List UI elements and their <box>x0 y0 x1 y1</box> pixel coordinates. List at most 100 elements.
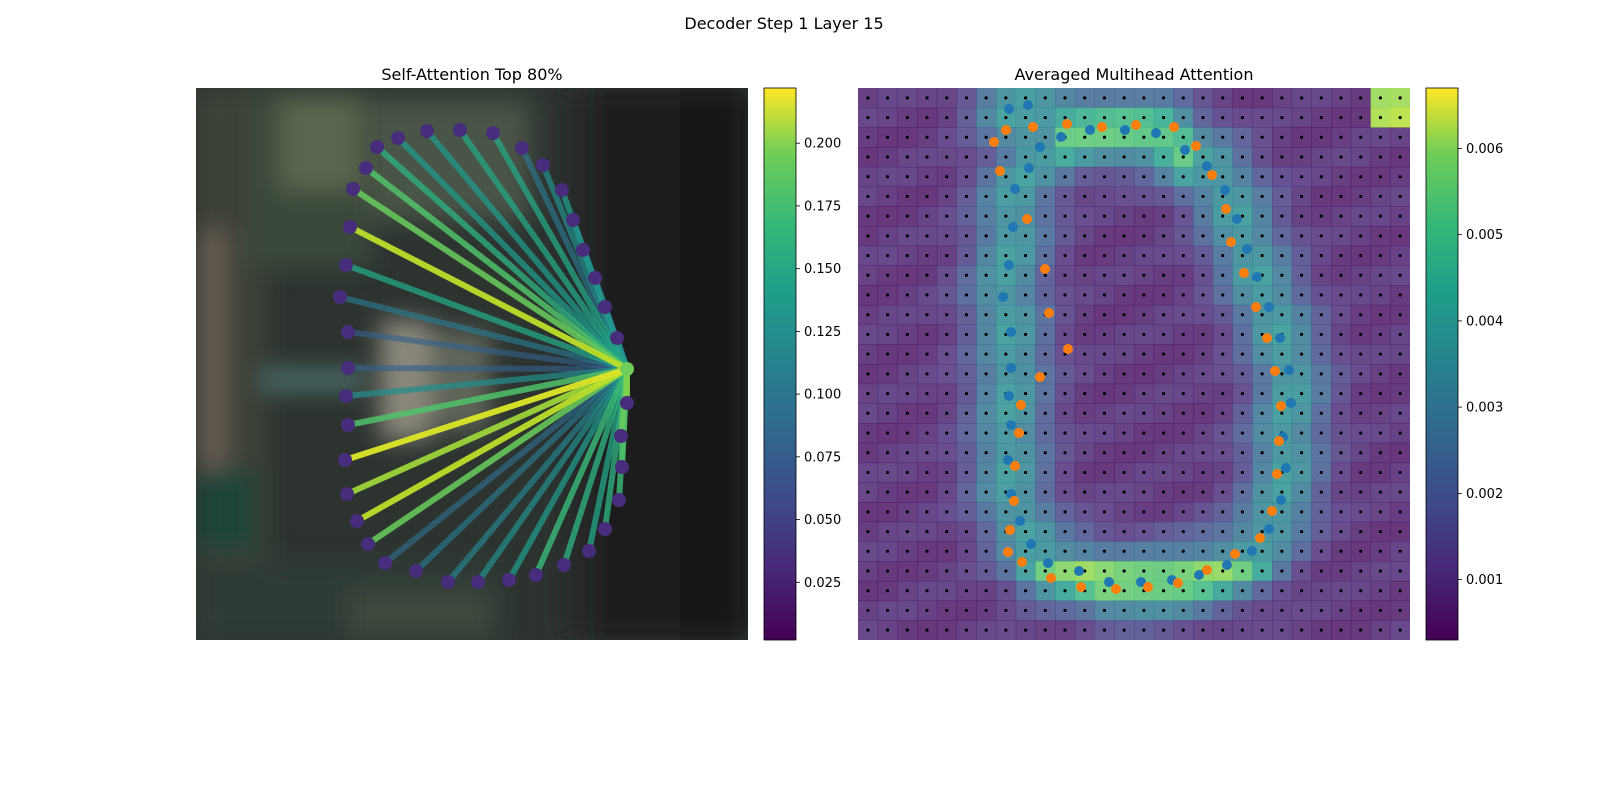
grid-dot <box>1063 293 1067 297</box>
grid-dot <box>1181 214 1185 218</box>
grid-dot <box>1043 628 1047 632</box>
grid-dot <box>1221 451 1225 455</box>
grid-dot <box>1122 352 1126 356</box>
orange-point <box>1226 237 1236 247</box>
attention-line <box>347 365 628 372</box>
grid-dot <box>1221 115 1225 120</box>
grid-dot <box>1181 135 1185 139</box>
orange-point <box>1035 372 1045 382</box>
grid-dot <box>1378 510 1383 514</box>
grid-dot <box>866 194 870 199</box>
grid-dot <box>1359 391 1363 396</box>
grid-dot <box>1181 253 1185 258</box>
grid-dot <box>905 155 909 159</box>
grid-dot <box>1023 372 1028 376</box>
colorbar-tick-label: 0.025 <box>804 576 841 591</box>
grid-dot <box>964 589 969 593</box>
grid-dot <box>945 451 949 455</box>
grid-dot <box>1142 155 1146 159</box>
grid-dot <box>1004 470 1008 475</box>
grid-dot <box>1398 96 1402 100</box>
grid-dot <box>885 352 890 356</box>
grid-dot <box>866 529 870 534</box>
grid-dot <box>1201 510 1205 514</box>
grid-dot <box>1023 628 1028 632</box>
grid-dot <box>1142 372 1146 376</box>
contour-point <box>453 123 467 137</box>
grid-dot <box>1181 273 1185 277</box>
grid-dot <box>1359 332 1363 337</box>
grid-dot <box>1004 372 1008 376</box>
blue-point <box>1247 546 1257 556</box>
grid-dot <box>1201 313 1205 317</box>
blue-point <box>1202 161 1212 171</box>
grid-dot <box>1142 529 1146 534</box>
grid-dot <box>1378 293 1383 297</box>
grid-dot <box>1023 313 1028 317</box>
grid-dot <box>1260 214 1264 218</box>
grid-dot <box>964 273 969 277</box>
grid-dot <box>1142 332 1146 337</box>
grid-dot <box>1221 253 1225 258</box>
contour-point <box>333 290 347 304</box>
grid-dot <box>1122 115 1126 120</box>
grid-dot <box>1142 411 1146 415</box>
colorbar-tick-label: 0.002 <box>1466 487 1503 502</box>
grid-dot <box>866 352 870 356</box>
grid-dot <box>1004 194 1008 199</box>
grid-dot <box>1083 194 1087 199</box>
contour-point <box>346 182 360 196</box>
grid-dot <box>1280 411 1284 415</box>
grid-dot <box>1122 589 1126 593</box>
grid-dot <box>1043 608 1047 613</box>
contour-point <box>370 140 384 154</box>
grid-dot <box>1083 490 1087 494</box>
orange-point <box>1040 264 1050 274</box>
orange-point <box>1207 170 1217 180</box>
grid-dot <box>1122 628 1126 632</box>
grid-dot <box>1142 391 1146 396</box>
grid-dot <box>1063 490 1067 494</box>
grid-dot <box>1280 175 1284 179</box>
grid-dot <box>1181 510 1185 514</box>
grid-dot <box>1181 155 1185 159</box>
grid-dot <box>1201 214 1205 218</box>
grid-dot <box>1221 214 1225 218</box>
grid-dot <box>1063 431 1067 435</box>
contour-point <box>486 126 500 140</box>
grid-dot <box>1221 549 1225 553</box>
grid-dot <box>1122 313 1126 317</box>
grid-dot <box>1221 332 1225 337</box>
grid-dot <box>1299 589 1304 593</box>
grid-dot <box>1063 155 1067 159</box>
grid-dot <box>1122 608 1126 613</box>
blue-point <box>1006 327 1016 337</box>
grid-dot <box>1319 253 1323 258</box>
grid-dot <box>945 529 949 534</box>
contour-point <box>339 389 353 403</box>
grid-dot <box>1240 470 1245 475</box>
grid-dot <box>1378 96 1383 100</box>
grid-dot <box>1181 234 1185 238</box>
contour-point <box>341 361 355 375</box>
grid-dot <box>1339 313 1343 317</box>
grid-dot <box>1161 589 1166 593</box>
grid-dot <box>1043 96 1047 100</box>
grid-dot <box>1359 214 1363 218</box>
grid-dot <box>1083 628 1087 632</box>
grid-dot <box>1299 510 1304 514</box>
grid-dot <box>1083 293 1087 297</box>
blue-point <box>1151 128 1161 138</box>
grid-dot <box>1260 431 1264 435</box>
grid-dot <box>964 352 969 356</box>
grid-dot <box>925 352 929 356</box>
grid-dot <box>1319 194 1323 199</box>
grid-dot <box>1063 332 1067 337</box>
grid-dot <box>1122 529 1126 534</box>
grid-dot <box>1201 115 1205 120</box>
blue-point <box>1056 132 1066 142</box>
blue-point <box>1284 365 1294 375</box>
grid-dot <box>885 155 890 159</box>
grid-dot <box>945 411 949 415</box>
grid-dot <box>905 510 909 514</box>
